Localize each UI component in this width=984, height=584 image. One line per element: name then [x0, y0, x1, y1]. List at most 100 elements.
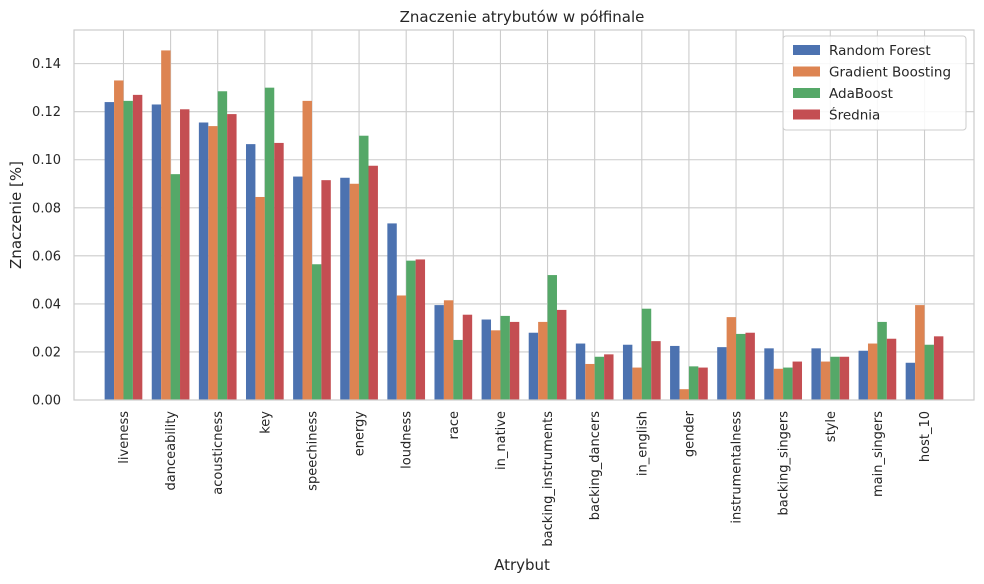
bar-loudness-series-0: [387, 223, 397, 400]
bar-energy-series-0: [340, 177, 350, 400]
legend-swatch: [793, 88, 820, 98]
x-tick-label: speechiness: [305, 411, 320, 491]
legend-entry: Średnia: [829, 106, 880, 124]
bar-in_native-series-3: [509, 321, 520, 400]
bar-loudness-series-3: [415, 259, 426, 400]
x-tick-label: host_10: [918, 411, 933, 462]
bar-liveness-series-2: [123, 100, 133, 401]
legend-swatch: [793, 66, 820, 77]
x-tick-label: main_singers: [871, 411, 886, 497]
y-tick-label: 0.00: [32, 394, 61, 409]
x-tick-label: energy: [353, 411, 368, 457]
bar-race-series-0: [434, 305, 444, 400]
x-tick-label: acousticness: [211, 411, 226, 495]
bar-host_10-series-2: [924, 344, 934, 400]
bar-host_10-series-3: [933, 336, 944, 400]
y-tick-label: 0.12: [32, 105, 61, 120]
bar-acousticness-series-0: [198, 122, 209, 400]
bar-instrumentalness-series-2: [736, 333, 746, 400]
x-tick-label: in_english: [635, 411, 650, 476]
bar-speechiness-series-3: [321, 180, 331, 400]
bar-danceability-series-1: [161, 50, 171, 400]
bar-main_singers-series-0: [858, 350, 868, 400]
bar-energy-series-3: [368, 165, 378, 400]
bar-host_10-series-1: [915, 305, 925, 400]
x-tick-label: backing_dancers: [588, 411, 603, 520]
bar-in_english-series-3: [651, 341, 661, 400]
x-tick-label: in_native: [494, 411, 509, 470]
bar-gender-series-1: [679, 389, 689, 400]
bar-backing_dancers-series-3: [604, 354, 614, 400]
bar-instrumentalness-series-0: [717, 347, 727, 400]
bar-race-series-1: [443, 300, 454, 400]
bar-loudness-series-2: [406, 260, 416, 400]
bar-acousticness-series-1: [208, 126, 218, 401]
bar-backing_instruments-series-2: [547, 275, 557, 400]
legend-swatch: [793, 109, 820, 120]
bar-in_english-series-0: [622, 344, 633, 400]
bar-backing_dancers-series-0: [575, 343, 586, 400]
bar-loudness-series-1: [396, 295, 407, 400]
bar-race-series-3: [462, 314, 473, 400]
x-axis-title: Atrybut: [494, 556, 550, 574]
bar-backing_singers-series-0: [764, 348, 774, 400]
bar-in_native-series-0: [481, 319, 492, 400]
bar-instrumentalness-series-1: [726, 317, 737, 400]
bar-gender-series-3: [698, 367, 708, 400]
bar-main_singers-series-1: [867, 343, 878, 400]
bar-speechiness-series-0: [293, 176, 303, 400]
y-tick-label: 0.14: [32, 57, 61, 72]
legend-swatch: [793, 45, 820, 55]
bar-danceability-series-0: [151, 104, 162, 400]
legend-entry: Random Forest: [829, 43, 931, 59]
bar-gender-series-2: [688, 366, 699, 400]
bar-backing_singers-series-3: [792, 361, 803, 400]
x-tick-label: liveness: [117, 411, 132, 464]
bar-speechiness-series-1: [302, 100, 312, 401]
bar-energy-series-1: [349, 183, 360, 400]
bar-in_english-series-2: [641, 308, 652, 400]
x-tick-label: gender: [682, 410, 697, 457]
x-tick-label: backing_singers: [777, 411, 792, 516]
bar-backing_singers-series-1: [773, 368, 784, 400]
bar-key-series-3: [274, 142, 284, 401]
bar-in_native-series-2: [500, 315, 510, 400]
y-tick-label: 0.02: [32, 345, 61, 360]
x-tick-label: style: [824, 411, 839, 442]
bar-speechiness-series-2: [311, 264, 322, 400]
x-tick-label: loudness: [400, 411, 415, 469]
bar-backing_instruments-series-0: [528, 332, 539, 400]
bars: [104, 50, 944, 401]
bar-liveness-series-0: [104, 102, 115, 401]
bar-danceability-series-2: [170, 174, 181, 400]
x-axis-ticks: liveness danceability acousticness key speec…: [117, 410, 933, 546]
bar-danceability-series-3: [180, 109, 190, 401]
bar-backing_dancers-series-1: [585, 363, 595, 400]
bar-energy-series-2: [359, 135, 369, 400]
legend-entry: Gradient Boosting: [829, 65, 951, 81]
bar-style-series-2: [830, 356, 840, 400]
bar-backing_instruments-series-1: [538, 321, 548, 400]
legend: Random Forest Gradient Boosting AdaBoost Śr…: [782, 35, 967, 131]
x-tick-label: key: [258, 411, 273, 434]
bar-backing_singers-series-2: [783, 367, 793, 400]
bar-gender-series-0: [670, 345, 680, 400]
bar-liveness-series-3: [132, 94, 143, 401]
bar-style-series-0: [811, 348, 821, 400]
bar-key-series-2: [264, 87, 275, 400]
bar-key-series-0: [245, 144, 256, 400]
y-tick-label: 0.04: [32, 297, 61, 312]
legend-entry: AdaBoost: [829, 86, 893, 102]
bar-main_singers-series-3: [886, 338, 897, 400]
x-tick-label: backing_instruments: [541, 411, 556, 547]
x-tick-label: danceability: [164, 411, 179, 491]
y-tick-label: 0.10: [32, 153, 61, 168]
bar-main_singers-series-2: [877, 321, 887, 400]
bar-race-series-2: [453, 339, 463, 400]
bar-style-series-1: [820, 361, 831, 400]
bar-backing_instruments-series-3: [556, 309, 567, 400]
y-axis-ticks: 0.00 0.02 0.04 0.06 0.08 0.10 0.12 0.14: [32, 57, 61, 408]
x-tick-label: race: [447, 411, 462, 439]
y-axis-title: Znaczenie [%]: [7, 161, 25, 269]
